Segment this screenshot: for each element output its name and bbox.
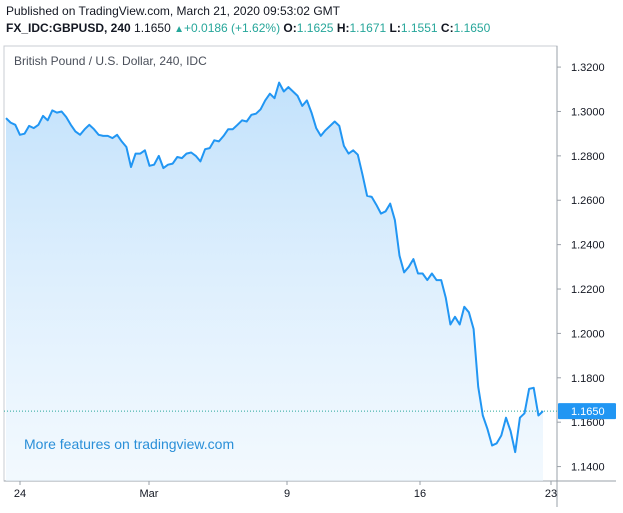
y-tick-label: 1.2000 [571,328,605,340]
y-tick-label: 1.2400 [571,240,605,252]
x-tick-label: 16 [414,488,426,500]
y-axis-ticks: 1.3200 1.3000 1.2800 1.2600 1.2400 1.2200 1.20… [557,62,605,474]
y-tick-label: 1.2200 [571,284,605,296]
y-tick-label: 1.1400 [571,462,605,474]
y-tick-label: 1.1600 [571,417,605,429]
y-tick-label: 1.2600 [571,195,605,207]
y-tick-label: 1.3200 [571,62,605,74]
price-area [6,82,543,481]
close-value: 1.1650 [453,21,491,35]
low-value: 1.1551 [400,21,438,35]
quote-line: FX_IDC:GBPUSD, 240 1.1650 ▲+0.0186 (+1.6… [6,21,490,35]
last-price-badge [558,403,616,420]
open-value: 1.1625 [296,21,334,35]
y-tick-label: 1.1800 [571,373,605,385]
x-tick-label: 24 [14,488,26,500]
low-label: L: [389,21,401,35]
y-tick-label: 1.2800 [571,151,605,163]
y-tick-label: 1.3000 [571,106,605,118]
high-value: 1.1671 [349,21,387,35]
chart-title: British Pound / U.S. Dollar, 240, IDC [14,54,207,68]
x-tick-label: 9 [284,488,290,500]
open-label: O: [283,21,297,35]
published-line: Published on TradingView.com, March 21, … [6,4,340,18]
price-line [5,81,544,454]
symbol-label: FX_IDC:GBPUSD, 240 [6,21,131,35]
x-tick-label: Mar [140,488,159,500]
last-price-label: 1.1650 [571,406,605,418]
price-value: 1.1650 [134,21,171,35]
close-label: C: [440,21,454,35]
change-value: +0.0186 (+1.62%) [184,21,281,35]
x-axis-ticks: 24 Mar 9 16 23 [14,481,557,500]
up-triangle-icon: ▲ [174,24,184,35]
watermark-text[interactable]: More features on tradingview.com [24,436,234,452]
x-tick-label: 23 [545,488,557,500]
high-label: H: [336,21,350,35]
